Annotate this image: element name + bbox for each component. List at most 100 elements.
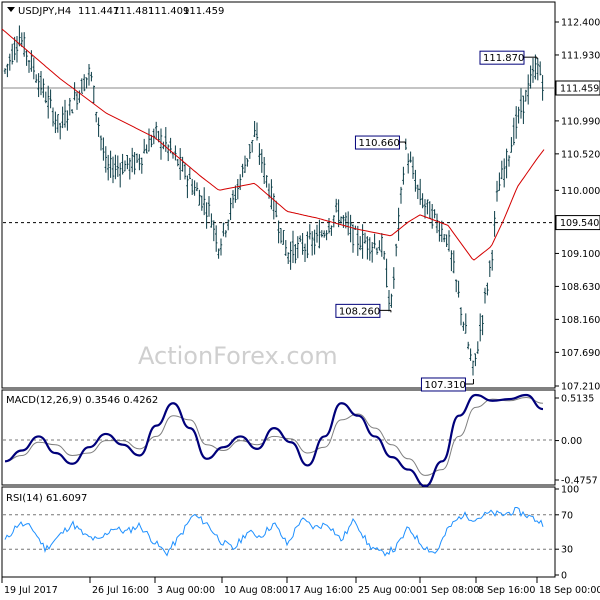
price-bar (3, 68, 7, 75)
price-bar (13, 36, 16, 61)
price-bar (373, 233, 376, 249)
price-bar (539, 61, 542, 76)
ohlc-close: 111.459 (183, 6, 224, 17)
price-bar (159, 128, 163, 160)
price-bar (423, 199, 427, 219)
ohlc-open: 111.447 (78, 6, 119, 17)
time-tick-label: 10 Aug 08:00 (224, 585, 288, 596)
price-bar (498, 172, 501, 191)
price-bar (200, 195, 203, 211)
price-bar (150, 134, 153, 148)
price-bar (222, 222, 225, 237)
price-bar (234, 185, 237, 203)
price-bar (507, 155, 511, 167)
reference-line-label: 109.540 (560, 218, 599, 229)
price-bar (438, 221, 441, 242)
price-bar (416, 184, 419, 200)
price-bar (217, 248, 220, 259)
price-bar (457, 280, 460, 298)
price-bar (23, 32, 26, 57)
price-tick-label: 110.990 (561, 116, 600, 127)
price-panel-frame (1, 1, 556, 389)
current-price-tag-box (555, 80, 600, 96)
price-bar (327, 218, 331, 234)
price-bar (323, 230, 326, 238)
time-tick-label: 8 Sep 16:00 (478, 585, 535, 596)
price-bar (203, 187, 206, 216)
price-bar (368, 237, 371, 261)
price-bar (167, 144, 170, 162)
reference-line-tag-box (555, 215, 600, 231)
current-price-tag: 111.459 (555, 80, 600, 96)
rsi-axis: 100 70 30 0 (3, 485, 579, 582)
price-bar (246, 158, 249, 167)
price-bar (119, 162, 122, 188)
price-bar (212, 220, 215, 242)
price-bar (99, 135, 103, 151)
price-bar (371, 242, 374, 263)
price-bar (63, 99, 67, 128)
price-bar (414, 169, 417, 192)
price-bar (491, 249, 494, 271)
price-bar (111, 156, 115, 184)
price-bar (279, 228, 283, 244)
price-tick-label: 110.520 (561, 149, 600, 160)
price-bar (411, 156, 415, 179)
price-bar (90, 71, 93, 82)
macd-tick-label: -0.4757 (561, 476, 598, 487)
price-bar (315, 224, 319, 243)
macd-main-line (4, 393, 544, 488)
price-bar (179, 148, 182, 180)
price-bar (515, 106, 518, 139)
price-bar (37, 73, 40, 98)
price-bar (483, 287, 487, 304)
price-bar (229, 197, 232, 221)
price-bar (51, 107, 55, 127)
price-bar (531, 57, 535, 83)
price-bar (284, 240, 287, 256)
price-bar (455, 279, 458, 293)
price-bar (306, 231, 309, 259)
price-bar (109, 150, 112, 178)
price-bar (210, 213, 213, 228)
macd-title: MACD(12,26,9) 0.3546 0.4262 (6, 395, 158, 406)
price-bar (243, 155, 247, 173)
ohlc-high: 111.481 (113, 6, 154, 17)
price-bar (95, 111, 98, 123)
price-bar (291, 230, 295, 264)
price-bar (107, 154, 110, 181)
price-bar (399, 186, 403, 204)
price-tick-label: 107.210 (561, 382, 600, 393)
annotation-label: 108.260 (339, 306, 380, 317)
price-tick-label: 108.630 (561, 282, 600, 293)
price-bar (25, 49, 28, 66)
price-bar (505, 148, 508, 179)
price-bar (431, 204, 434, 229)
price-bar (236, 178, 239, 200)
price-bar (366, 236, 369, 260)
current-price-label: 111.459 (560, 83, 599, 94)
price-bar (176, 158, 179, 167)
price-bar (313, 229, 316, 255)
price-bar (392, 267, 395, 289)
price-bar (303, 243, 307, 262)
price-bar (85, 77, 88, 89)
price-bar (104, 146, 107, 173)
price-bar (510, 137, 513, 153)
price-bar (147, 128, 151, 152)
price-bar (56, 114, 59, 133)
price-bar (481, 315, 484, 336)
price-bar (409, 151, 412, 163)
price-bar (407, 153, 410, 174)
rsi-title: RSI(14) 61.6097 (6, 493, 87, 504)
moving-average-line (1, 28, 545, 261)
price-annotation: 108.260 (335, 303, 392, 318)
price-bar (445, 234, 448, 248)
price-bar (80, 78, 83, 94)
price-bar (59, 122, 62, 140)
price-bar (227, 219, 230, 231)
price-bar (131, 147, 134, 173)
price-bar (517, 106, 520, 124)
price-bar (380, 233, 383, 257)
price-bar (102, 137, 105, 161)
